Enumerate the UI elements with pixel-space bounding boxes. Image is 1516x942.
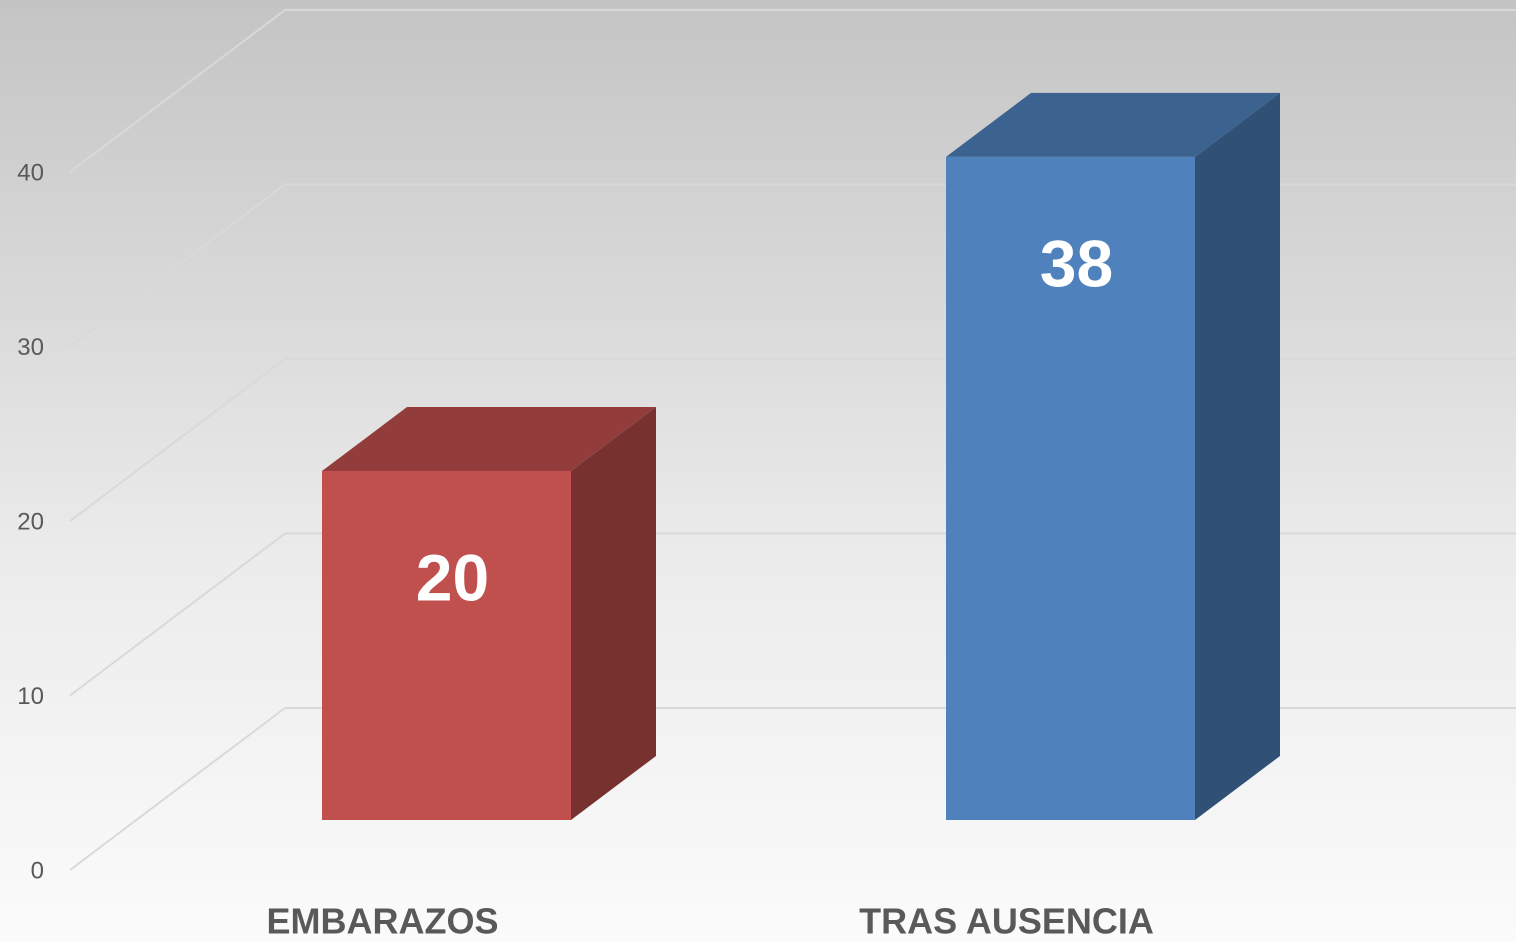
- bar-front: [946, 156, 1195, 820]
- grid-line: [69, 9, 286, 173]
- bar: [946, 92, 1280, 820]
- bar-top: [946, 92, 1280, 157]
- grid-line: [69, 358, 286, 522]
- y-tick-label: 20: [17, 508, 44, 535]
- y-tick-label: 40: [17, 159, 44, 186]
- data-label: 20: [416, 540, 489, 614]
- y-tick-label: 10: [17, 683, 44, 710]
- x-tick-label: EMBARAZOS: [267, 901, 499, 942]
- x-tick-label: TRAS AUSENCIA: [859, 901, 1154, 942]
- bar-front: [322, 471, 571, 820]
- grid-line: [69, 532, 286, 697]
- bar-side: [1195, 92, 1280, 820]
- bar-side: [571, 407, 656, 820]
- bar: [322, 407, 656, 820]
- data-label: 38: [1040, 226, 1113, 300]
- y-tick-label: 30: [17, 334, 44, 361]
- y-tick-label: 0: [31, 857, 44, 884]
- grid-line: [69, 183, 286, 348]
- bar-top: [322, 407, 656, 471]
- grid-line: [69, 707, 286, 871]
